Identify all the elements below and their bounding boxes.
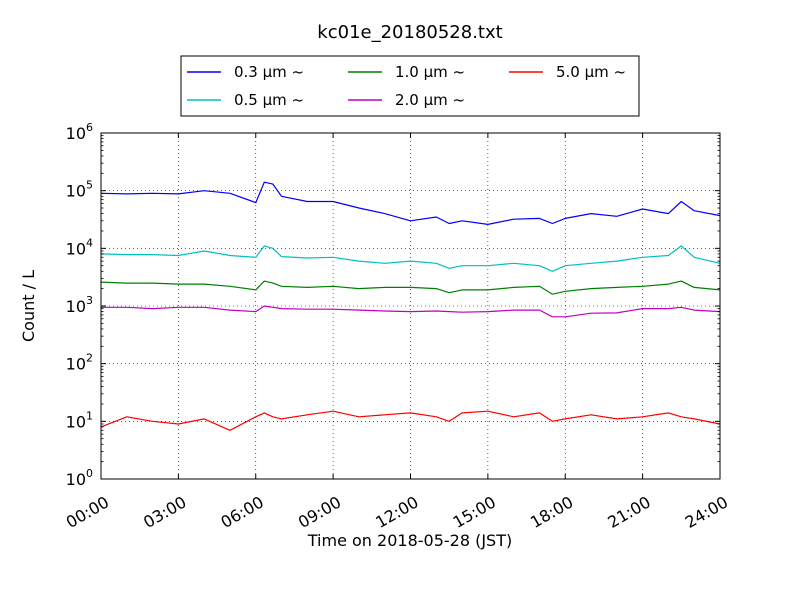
y-tick-label: 106 — [66, 121, 93, 143]
legend-label-4: 5.0 μm ~ — [556, 63, 626, 81]
y-tick-exponent: 0 — [86, 467, 93, 480]
series-line-1 — [100, 245, 721, 272]
series-line-0 — [100, 181, 721, 225]
axis-ticks — [100, 132, 721, 480]
y-tick-label: 104 — [66, 236, 93, 258]
y-tick-base: 10 — [66, 239, 86, 258]
y-tick-exponent: 6 — [86, 121, 93, 134]
legend-box — [180, 55, 640, 117]
y-tick-label: 103 — [66, 294, 93, 316]
series-lines — [100, 181, 721, 431]
series-line-3 — [101, 305, 721, 318]
chart-title: kc01e_20180528.txt — [317, 22, 502, 43]
y-tick-exponent: 2 — [86, 352, 93, 365]
y-tick-base: 10 — [66, 297, 86, 316]
grid — [101, 133, 720, 479]
legend: 0.3 μm ~ 0.5 μm ~ 1.0 μm ~ 2.0 μm ~ 5.0 μm ~ — [180, 55, 640, 117]
y-tick-label: 100 — [66, 467, 93, 489]
y-tick-exponent: 3 — [86, 294, 93, 307]
legend-label-0: 0.3 μm ~ — [234, 63, 304, 81]
legend-label-2: 1.0 μm ~ — [395, 63, 465, 81]
y-tick-exponent: 1 — [86, 409, 93, 422]
y-axis-title: Count / L — [19, 270, 38, 342]
y-tick-base: 10 — [66, 182, 86, 201]
y-tick-label: 102 — [66, 352, 93, 374]
series-line-2 — [100, 280, 721, 295]
y-tick-label: 101 — [66, 409, 93, 431]
y-tick-base: 10 — [66, 470, 86, 489]
legend-label-1: 0.5 μm ~ — [234, 91, 304, 109]
series-line-4 — [100, 410, 721, 431]
y-tick-exponent: 4 — [86, 236, 93, 249]
legend-label-3: 2.0 μm ~ — [395, 91, 465, 109]
y-tick-base: 10 — [66, 412, 86, 431]
y-tick-base: 10 — [66, 124, 86, 143]
y-tick-exponent: 5 — [86, 179, 93, 192]
y-tick-label: 105 — [66, 179, 93, 201]
y-tick-base: 10 — [66, 355, 86, 374]
x-axis-title: Time on 2018-05-28 (JST) — [307, 531, 512, 550]
